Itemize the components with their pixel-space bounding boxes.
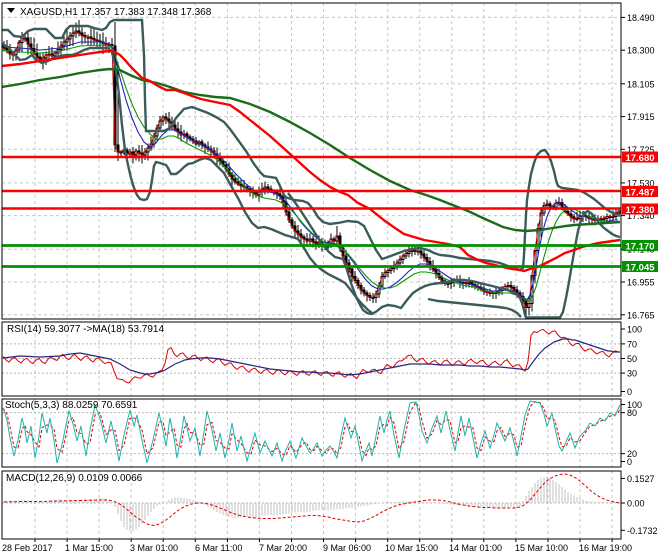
svg-text:MACD(12,26,9) 0.0109 0.0066: MACD(12,26,9) 0.0109 0.0066	[6, 473, 143, 484]
svg-text:17.915: 17.915	[627, 112, 655, 122]
svg-text:6 Mar 11:00: 6 Mar 11:00	[195, 543, 242, 553]
svg-text:17.045: 17.045	[625, 262, 655, 273]
svg-text:18.300: 18.300	[627, 46, 655, 56]
svg-text:Stoch(5,3,3) 88.0259 70.6591: Stoch(5,3,3) 88.0259 70.6591	[5, 400, 138, 411]
svg-text:10 Mar 15:00: 10 Mar 15:00	[385, 543, 438, 553]
svg-text:0.00: 0.00	[627, 499, 645, 509]
svg-text:18.105: 18.105	[627, 79, 655, 89]
svg-text:100: 100	[627, 400, 642, 410]
svg-text:50: 50	[627, 354, 637, 364]
svg-text:18.490: 18.490	[627, 13, 655, 23]
svg-text:RSI(14) 59.3077 ->MA(18) 53.7: RSI(14) 59.3077 ->MA(18) 53.7914	[7, 324, 164, 335]
svg-text:17.680: 17.680	[625, 153, 654, 164]
svg-text:0.1527: 0.1527	[627, 474, 655, 484]
svg-text:30: 30	[627, 369, 637, 379]
svg-text:0: 0	[627, 457, 632, 467]
svg-text:16.765: 16.765	[627, 310, 655, 320]
svg-text:16.955: 16.955	[627, 278, 655, 288]
svg-text:-0.1732: -0.1732	[627, 526, 658, 536]
svg-text:XAGUSD,H1 17.357 17.383 17.34: XAGUSD,H1 17.357 17.383 17.348 17.368	[20, 7, 212, 18]
svg-text:16 Mar 19:00: 16 Mar 19:00	[579, 543, 632, 553]
svg-text:1 Mar 15:00: 1 Mar 15:00	[65, 543, 113, 553]
svg-text:3 Mar 01:00: 3 Mar 01:00	[130, 543, 178, 553]
svg-text:17.340: 17.340	[627, 211, 655, 221]
svg-text:17.530: 17.530	[627, 178, 655, 188]
svg-text:9 Mar 06:00: 9 Mar 06:00	[323, 543, 371, 553]
svg-text:70: 70	[627, 339, 637, 349]
svg-text:15 Mar 10:00: 15 Mar 10:00	[515, 543, 568, 553]
svg-text:17.487: 17.487	[625, 187, 654, 198]
svg-text:0: 0	[627, 387, 632, 397]
svg-text:100: 100	[627, 325, 642, 335]
svg-text:7 Mar 20:00: 7 Mar 20:00	[259, 543, 307, 553]
svg-text:28 Feb 2017: 28 Feb 2017	[2, 543, 53, 553]
svg-text:20: 20	[627, 449, 637, 459]
svg-text:17.380: 17.380	[625, 205, 654, 216]
svg-text:17.725: 17.725	[627, 145, 655, 155]
svg-text:17.170: 17.170	[625, 241, 654, 252]
svg-text:80: 80	[627, 408, 637, 418]
svg-text:14 Mar 01:00: 14 Mar 01:00	[449, 543, 502, 553]
